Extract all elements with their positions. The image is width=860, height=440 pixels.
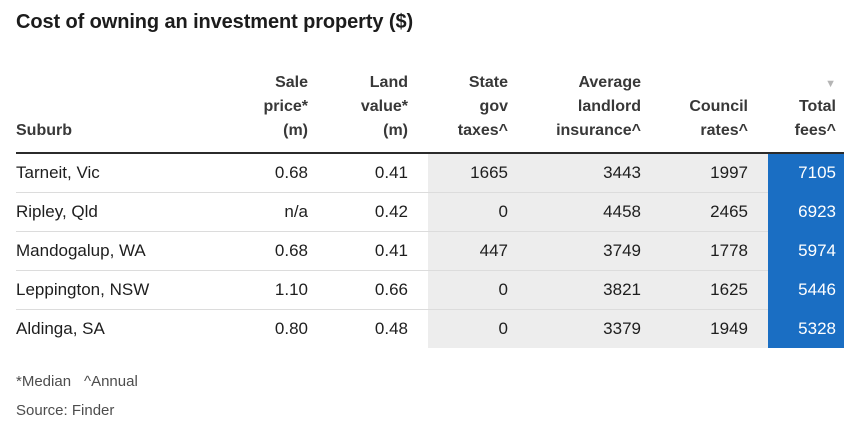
council-rates-cell: 2465 [661,193,768,232]
suburb-cell: Aldinga, SA [16,319,105,338]
land-value-cell: 0.66 [328,271,428,310]
sale-price-cell: 1.10 [236,271,328,310]
total-fees-cell: 7105 [768,154,844,193]
total-fees-cell: 5446 [768,271,844,310]
table-row: Leppington, NSW 1.10 0.66 0 3821 1625 54… [16,271,844,310]
sort-descending-icon[interactable]: ▼ [825,78,836,90]
land-value-cell: 0.42 [328,193,428,232]
state-gov-taxes-cell: 1665 [428,154,528,193]
council-rates-cell: 1778 [661,232,768,271]
sale-price-cell: 0.68 [236,154,328,193]
avg-landlord-insurance-cell: 3379 [528,310,661,348]
footnote-annual: ^Annual [84,373,138,390]
total-fees-cell: 5328 [768,310,844,348]
sale-price-cell: n/a [236,193,328,232]
suburb-cell: Leppington, NSW [16,271,236,310]
table-row: Mandogalup, WA 0.68 0.41 447 3749 1778 5… [16,232,844,271]
sale-price-cell: 0.80 [274,319,308,338]
table-row: Aldinga, SA 0.80 0.48 0 3379 1949 5328 [16,310,844,348]
state-gov-taxes-cell: 0 [428,310,528,348]
source-line: Source: Finder [16,402,115,419]
council-rates-cell: 1949 [661,310,768,348]
header-row: Suburb Sale price* (m) Land value* (m) S… [16,71,844,154]
table-row: Tarneit, Vic 0.68 0.41 1665 3443 1997 71… [16,154,844,193]
cost-table: Suburb Sale price* (m) Land value* (m) S… [16,71,844,348]
avg-landlord-insurance-cell: 3821 [528,271,661,310]
state-gov-taxes-cell: 0 [428,271,528,310]
footnotes: *Median ^Annual [16,373,844,391]
col-header-council-rates[interactable]: Council rates^ [661,71,768,154]
avg-landlord-insurance-cell: 3749 [528,232,661,271]
col-header-avg-landlord-insurance[interactable]: Average landlord insurance^ [528,71,661,154]
state-gov-taxes-cell: 0 [428,193,528,232]
council-rates-cell: 1625 [661,271,768,310]
footnote-median: *Median [16,373,72,390]
col-header-suburb[interactable]: Suburb [16,71,236,154]
total-fees-cell: 6923 [768,193,844,232]
chart-title: Cost of owning an investment property ($… [16,11,414,33]
chart-container: Cost of owning an investment property ($… [16,11,844,419]
total-fees-cell: 5974 [768,232,844,271]
col-header-total-fees[interactable]: ▼ Total fees^ [768,71,844,154]
col-header-state-gov-taxes[interactable]: State gov taxes^ [428,71,528,154]
land-value-cell: 0.41 [328,154,428,193]
land-value-cell: 0.41 [328,232,428,271]
col-header-land-value[interactable]: Land value* (m) [328,71,428,154]
suburb-cell: Mandogalup, WA [16,232,236,271]
table-row: Ripley, Qld n/a 0.42 0 4458 2465 6923 [16,193,844,232]
avg-landlord-insurance-cell: 4458 [528,193,661,232]
land-value-cell: 0.48 [374,319,408,338]
sale-price-cell: 0.68 [236,232,328,271]
suburb-cell: Ripley, Qld [16,193,236,232]
state-gov-taxes-cell: 447 [428,232,528,271]
suburb-cell: Tarneit, Vic [16,154,236,193]
col-header-sale-price[interactable]: Sale price* (m) [236,71,328,154]
avg-landlord-insurance-cell: 3443 [528,154,661,193]
council-rates-cell: 1997 [661,154,768,193]
